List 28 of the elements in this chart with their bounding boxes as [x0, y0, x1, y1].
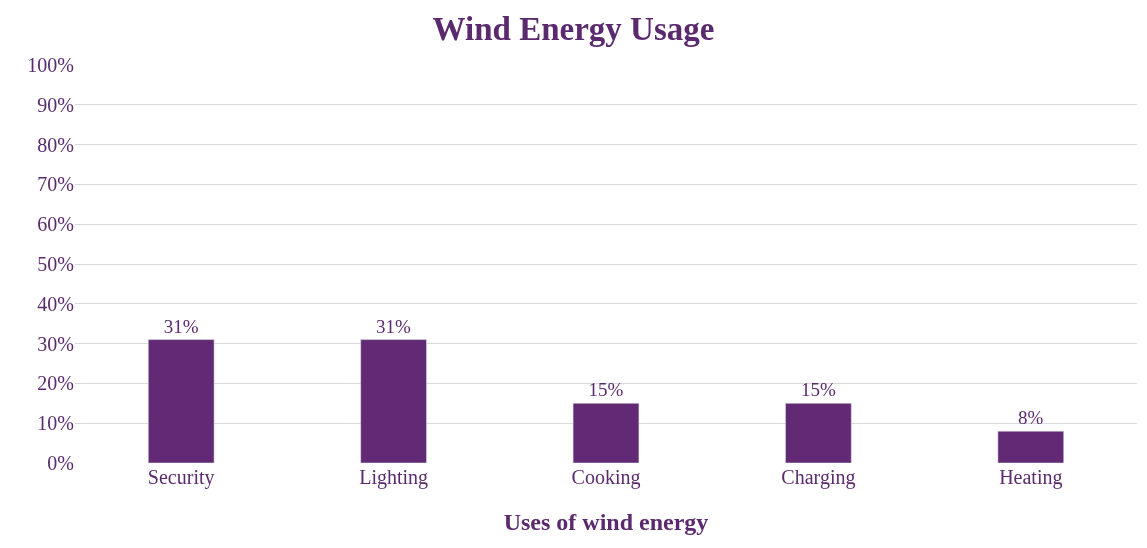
y-tick-label: 70%: [37, 173, 74, 196]
bar: [785, 403, 852, 463]
y-tick-label: 10%: [37, 412, 74, 435]
x-tick-label: Security: [147, 466, 215, 489]
y-tick-label: 50%: [37, 253, 74, 275]
data-label: 15%: [800, 379, 836, 401]
y-tick-label: 0%: [47, 452, 74, 474]
bar: [997, 430, 1064, 463]
data-label: 31%: [163, 315, 199, 337]
data-label: 15%: [588, 379, 624, 401]
x-axis-title: Uses of wind energy: [503, 509, 709, 536]
data-label: 31%: [376, 315, 412, 337]
y-tick-label: 20%: [37, 372, 74, 395]
y-tick-label: 100%: [27, 54, 74, 76]
y-tick-label: 40%: [37, 292, 74, 315]
bar: [572, 403, 640, 463]
x-tick-label: Heating: [999, 466, 1063, 489]
y-tick-label: 30%: [37, 332, 74, 355]
x-tick-label: Charging: [781, 466, 856, 489]
x-tick-label: Lighting: [359, 466, 429, 489]
bar: [360, 339, 427, 463]
y-tick-label: 80%: [37, 133, 74, 156]
x-tick-label: Cooking: [571, 466, 641, 489]
bar: [148, 339, 215, 463]
y-tick-label: 90%: [37, 93, 74, 116]
data-label: 8%: [1018, 407, 1044, 429]
y-tick-label: 60%: [37, 213, 74, 236]
chart-title: Wind Energy Usage: [432, 10, 715, 47]
